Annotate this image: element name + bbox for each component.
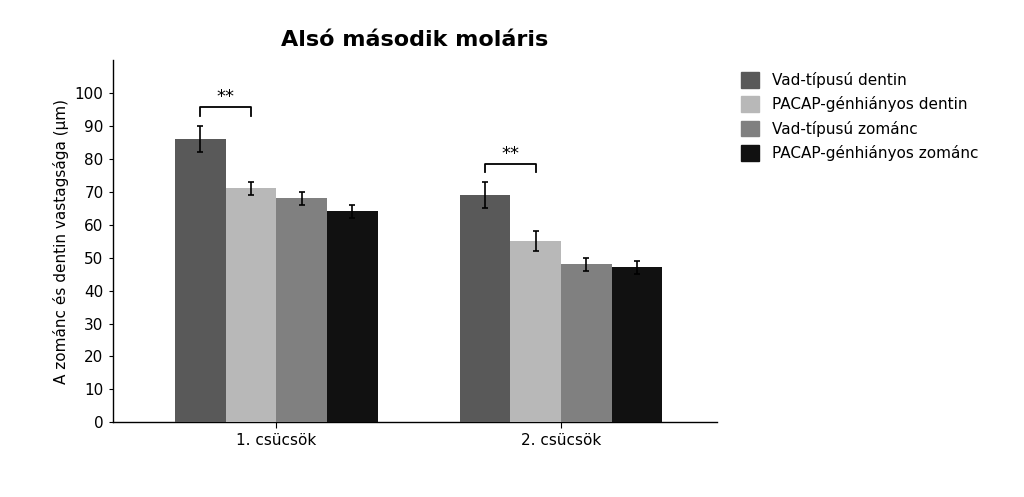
Bar — [327, 211, 378, 422]
Bar — [276, 198, 327, 422]
Text: **: ** — [217, 88, 234, 106]
Y-axis label: A zománc és dentin vastagsága (μm): A zománc és dentin vastagsága (μm) — [53, 98, 70, 384]
Bar — [510, 241, 561, 422]
Bar — [460, 195, 510, 422]
Bar — [611, 267, 663, 422]
Title: Alsó második moláris: Alsó második moláris — [282, 30, 548, 50]
Text: **: ** — [501, 145, 519, 163]
Bar — [225, 188, 276, 422]
Legend: Vad-típusú dentin, PACAP-génhiányos dentin, Vad-típusú zománc, PACAP-génhiányos : Vad-típusú dentin, PACAP-génhiányos dent… — [736, 67, 983, 166]
Bar — [175, 139, 225, 422]
Bar — [561, 264, 611, 422]
